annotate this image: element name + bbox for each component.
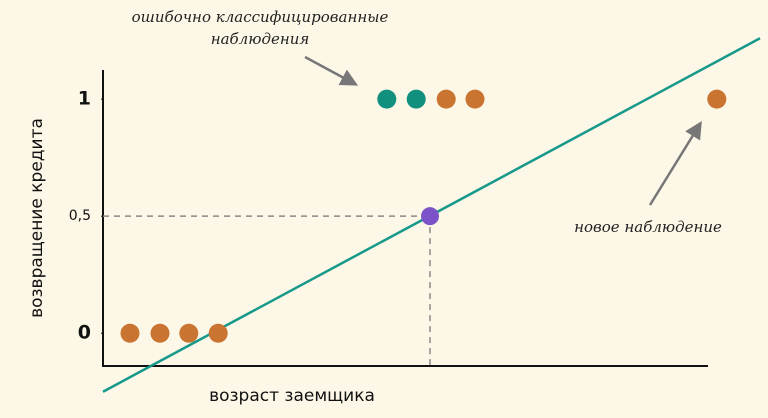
point <box>208 323 228 343</box>
y-tick-label: 1 <box>78 88 91 110</box>
point <box>377 89 397 109</box>
point <box>179 323 199 343</box>
annotation: ошибочно классифицированные <box>132 8 389 26</box>
y-tick-label: 0,5 <box>69 208 91 224</box>
point <box>465 89 485 109</box>
annotation: новое наблюдение <box>574 218 722 236</box>
point <box>436 89 456 109</box>
new-point <box>707 89 727 109</box>
point <box>120 323 140 343</box>
point <box>150 323 170 343</box>
annotation: наблюдения <box>211 30 310 48</box>
prediction-point <box>421 207 439 226</box>
y-axis-label: возвращение кредита <box>27 118 47 318</box>
x-axis-label: возраст заемщика <box>209 386 375 406</box>
y-tick-label: 0 <box>78 322 91 344</box>
arrow <box>648 121 702 206</box>
arrow <box>304 55 359 86</box>
point <box>406 89 426 109</box>
